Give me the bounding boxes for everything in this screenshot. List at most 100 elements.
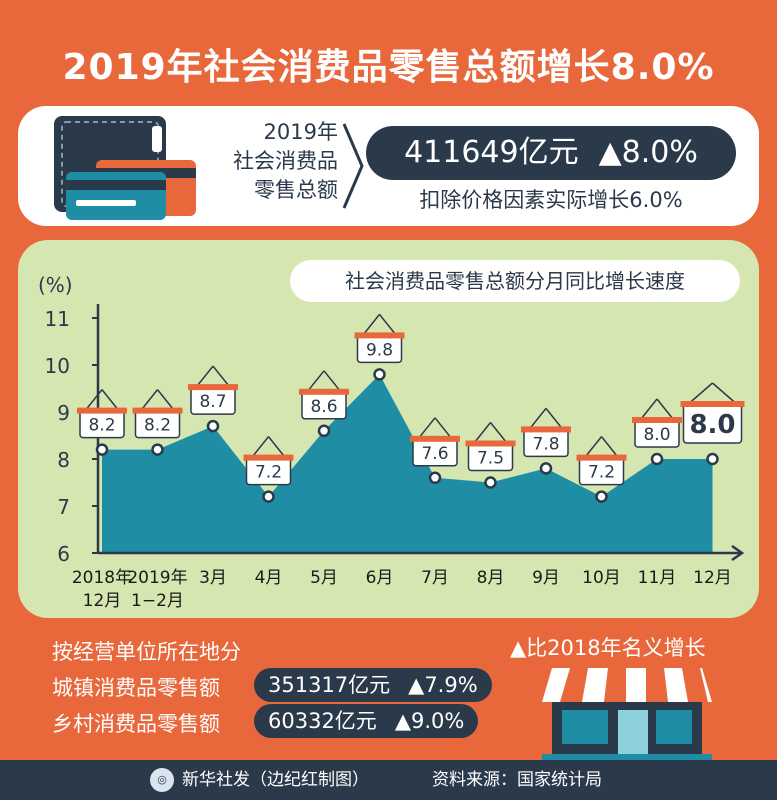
sign-string <box>529 407 547 429</box>
sign-bar <box>188 384 238 391</box>
rural-label: 乡村消费品零售额 <box>52 712 220 736</box>
x-tick-label: 3月 <box>199 568 227 588</box>
sign-string <box>362 313 381 335</box>
sign-string <box>656 398 674 420</box>
x-tick-label: 6月 <box>366 568 394 588</box>
urban-growth: ▲7.9% <box>408 673 478 697</box>
x-tick-label: 4月 <box>255 568 283 588</box>
data-point <box>428 471 442 485</box>
sign-string <box>251 436 270 458</box>
breakdown-heading: 按经营单位所在地分 <box>52 640 241 664</box>
sign-string <box>323 370 341 392</box>
total-value: 411649亿元 <box>404 135 579 170</box>
x-tick-label: 7月 <box>421 568 449 588</box>
summary-card: 2019年 社会消费品 零售总额 411649亿元 ▲8.0% 扣除价格因素实际增… <box>18 106 759 226</box>
data-point <box>373 368 386 381</box>
data-label: 8.7 <box>199 392 226 412</box>
sign-bar <box>410 435 460 442</box>
real-growth-text: 扣除价格因素实际增长6.0% <box>419 188 683 212</box>
x-tick-label: 2018年 <box>72 568 132 588</box>
xinhua-logo-icon: ◎ <box>150 768 174 792</box>
data-label: 8.0 <box>689 410 735 440</box>
x-tick-label: 2019年 <box>127 568 187 588</box>
data-point <box>539 462 553 475</box>
data-point <box>206 419 220 433</box>
data-point <box>317 424 331 438</box>
data-label: 7.6 <box>421 444 448 464</box>
sign-string <box>489 422 508 443</box>
data-point <box>95 443 109 456</box>
sign-bar <box>632 417 682 423</box>
sign-bar <box>77 407 127 414</box>
data-point <box>262 490 275 503</box>
x-tick-label: 8月 <box>477 568 505 588</box>
data-label: 8.2 <box>88 416 115 436</box>
y-tick-label: 8 <box>57 448 70 472</box>
y-tick-label: 11 <box>45 307 70 331</box>
sign-bar <box>521 426 571 433</box>
sign-string <box>712 382 736 404</box>
data-label: 7.5 <box>477 449 504 469</box>
x-tick-label: 1−2月 <box>131 591 184 611</box>
rural-pill: 60332亿元 ▲9.0% <box>254 704 479 738</box>
data-label: 7.2 <box>255 463 282 483</box>
data-label: 7.2 <box>588 463 615 483</box>
summary-label: 2019年 社会消费品 零售总额 <box>233 120 338 202</box>
x-tick-label: 5月 <box>310 568 338 588</box>
sign-string <box>101 389 119 411</box>
total-pill: 411649亿元 ▲8.0% <box>366 126 736 180</box>
sign-string <box>584 436 603 458</box>
growth-note: ▲比2018年名义增长 <box>510 636 706 660</box>
data-point <box>595 490 608 503</box>
rural-growth: ▲9.0% <box>394 709 465 733</box>
sign-string <box>267 436 286 458</box>
sign-string <box>378 313 397 335</box>
footer-credit: 新华社发（边纪红制图） <box>182 770 369 790</box>
urban-amount: 351317亿元 <box>268 673 391 697</box>
y-tick-label: 7 <box>57 495 70 519</box>
wallet-cards-icon <box>54 116 196 220</box>
data-point <box>650 452 664 466</box>
chevron-right-icon <box>342 123 364 209</box>
area-fill <box>102 374 713 553</box>
sign-string <box>545 407 563 429</box>
sign-string <box>307 370 325 392</box>
shop-icon <box>542 668 712 762</box>
footer: ◎ 新华社发（边纪红制图） 资料来源：国家统计局 <box>0 760 777 800</box>
data-label: 7.8 <box>532 434 559 454</box>
total-growth: ▲8.0% <box>598 135 698 170</box>
chart-title: 社会消费品零售总额分月同比增长速度 <box>290 260 740 302</box>
data-label: 8.2 <box>144 416 171 436</box>
data-point <box>706 452 719 466</box>
sign-bar <box>680 401 745 407</box>
sign-bar <box>243 454 294 461</box>
sign-bar <box>354 332 405 339</box>
data-label: 8.0 <box>643 425 670 445</box>
sign-string <box>85 389 103 411</box>
x-tick-label: 11月 <box>638 568 677 588</box>
sign-string <box>196 365 214 387</box>
x-tick-label: 12月 <box>693 568 732 588</box>
y-tick-label: 6 <box>57 542 70 566</box>
urban-pill: 351317亿元 ▲7.9% <box>254 668 492 702</box>
y-tick-label: 10 <box>45 354 70 378</box>
sign-string <box>640 398 658 420</box>
data-point <box>151 443 164 456</box>
sign-bar <box>465 440 516 447</box>
footer-source: 资料来源：国家统计局 <box>432 770 602 790</box>
data-point <box>484 476 497 489</box>
sign-bar <box>132 407 183 414</box>
x-axis-arrow <box>731 544 745 562</box>
rural-amount: 60332亿元 <box>268 709 377 733</box>
sign-string <box>156 389 175 411</box>
sign-string <box>434 417 452 439</box>
sign-string <box>418 417 436 439</box>
y-axis-label: (%) <box>38 273 73 297</box>
sign-string <box>212 365 230 387</box>
x-tick-label: 10月 <box>582 568 621 588</box>
sign-string <box>600 436 619 458</box>
sign-bar <box>576 454 627 461</box>
sign-string <box>473 422 492 443</box>
x-tick-label: 12月 <box>83 591 122 611</box>
